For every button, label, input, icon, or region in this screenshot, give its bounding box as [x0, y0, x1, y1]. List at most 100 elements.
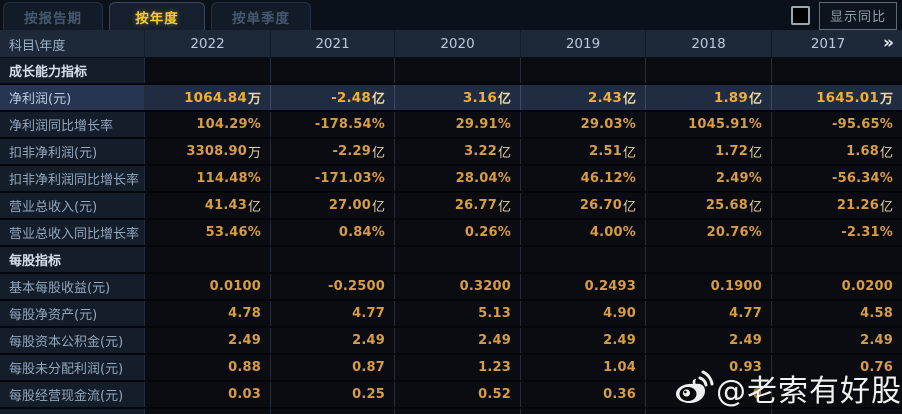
- row-label: 每股净资产(元): [0, 301, 145, 326]
- row-label: 成长能力指标: [0, 58, 145, 83]
- cell-value: 2.49: [772, 328, 902, 353]
- cell-value: 0.03: [145, 382, 271, 407]
- cell-value: 2.49: [646, 328, 772, 353]
- cell-value: [772, 58, 902, 83]
- show-yoy-label[interactable]: 显示同比: [818, 1, 897, 30]
- cell-value: [521, 247, 646, 272]
- cell-value: [772, 409, 902, 414]
- cell-value: 25.68 亿: [646, 193, 772, 218]
- cell-value: 0.0100: [145, 274, 271, 299]
- cell-value: 0.84%: [271, 220, 395, 245]
- row-label: 每股资本公积金(元): [0, 328, 145, 353]
- tab-2[interactable]: 按单季度: [211, 2, 311, 30]
- cell-value: [521, 58, 646, 83]
- table-body: 成长能力指标 净利润(元) 1064.84 万 -2.48 亿 3.16 亿 2.43 亿 1.89…: [0, 58, 902, 414]
- table-row: 净利润(元) 1064.84 万 -2.48 亿 3.16 亿 2.43 亿 1.89 亿 1645.…: [0, 85, 902, 112]
- cell-value: [271, 247, 395, 272]
- cell-value: [271, 58, 395, 83]
- table-row: 净利润同比增长率 104.29% -178.54% 29.91% 29.03% 1045.…: [0, 112, 902, 139]
- clipped-row: [0, 409, 902, 414]
- cell-value: 0.87: [271, 355, 395, 380]
- table-row: 每股资本公积金(元) 2.49 2.49 2.49 2.49 2.49 2.49: [0, 328, 902, 355]
- cell-value: 5.13: [395, 301, 521, 326]
- row-label: 基本每股收益(元): [0, 274, 145, 299]
- cell-value: 46.12%: [521, 166, 646, 191]
- year-header-2020: 2020: [395, 30, 521, 58]
- row-label: 每股指标: [0, 247, 145, 272]
- cell-value: 0.93: [646, 355, 772, 380]
- row-label: 扣非净利润(元): [0, 139, 145, 164]
- cell-value: 2.43 亿: [521, 85, 646, 110]
- cell-value: 29.03%: [521, 112, 646, 137]
- more-years-arrow-icon[interactable]: »: [883, 32, 894, 53]
- cell-value: 1.23: [395, 355, 521, 380]
- cell-value: 1.68 亿: [772, 139, 902, 164]
- row-label: 净利润(元): [0, 85, 145, 110]
- cell-value: 3.22 亿: [395, 139, 521, 164]
- cell-value: 1.72 亿: [646, 139, 772, 164]
- tab-1-active[interactable]: 按年度: [109, 2, 205, 30]
- cell-value: 3308.90 万: [145, 139, 271, 164]
- tab-0[interactable]: 按报告期: [3, 2, 103, 30]
- cell-value: 29.91%: [395, 112, 521, 137]
- cell-value: 0.3200: [395, 274, 521, 299]
- table-header-row: 科目\年度 2022 2021 2020 2019 2018 2017»: [0, 30, 902, 58]
- cell-value: 21.26 亿: [772, 193, 902, 218]
- show-yoy-checkbox[interactable]: [790, 6, 810, 25]
- section-row: 每股指标: [0, 247, 902, 274]
- cell-value: 0.25: [271, 382, 395, 407]
- table-row: 每股经营现金流(元) 0.03 0.25 0.52 0.36 0: [0, 382, 902, 409]
- row-label: [0, 409, 145, 414]
- cell-value: 2.49%: [646, 166, 772, 191]
- table-row: 营业总收入同比增长率 53.46% 0.84% 0.26% 4.00% 20.76% -2.…: [0, 220, 902, 247]
- cell-value: 0.36: [521, 382, 646, 407]
- section-row: 成长能力指标: [0, 58, 902, 85]
- cell-value: -2.31%: [772, 220, 902, 245]
- row-label: 每股未分配利润(元): [0, 355, 145, 380]
- cell-value: 2.51 亿: [521, 139, 646, 164]
- cell-value: -0.2500: [271, 274, 395, 299]
- cell-value: [646, 247, 772, 272]
- cell-value: [772, 247, 902, 272]
- row-label: 营业总收入同比增长率: [0, 220, 145, 245]
- cell-value: 4.77: [271, 301, 395, 326]
- cell-value: [271, 409, 395, 414]
- period-tabs: 按报告期 按年度 按单季度: [0, 0, 317, 30]
- cell-value: 0.52: [395, 382, 521, 407]
- cell-value: -171.03%: [271, 166, 395, 191]
- row-label: 净利润同比增长率: [0, 112, 145, 137]
- cell-value: 2.49: [271, 328, 395, 353]
- cell-value: 2.49: [145, 328, 271, 353]
- cell-value: -2.29 亿: [271, 139, 395, 164]
- cell-value: 4.78: [145, 301, 271, 326]
- year-header-2021: 2021: [271, 30, 395, 58]
- cell-value: 0: [646, 382, 772, 407]
- cell-value: 26.70 亿: [521, 193, 646, 218]
- cell-value: 0.76: [772, 355, 902, 380]
- year-header-2018: 2018: [646, 30, 772, 58]
- cell-value: 4.77: [646, 301, 772, 326]
- cell-value: [395, 58, 521, 83]
- cell-value: 2.49: [521, 328, 646, 353]
- cell-value: 4.00%: [521, 220, 646, 245]
- cell-value: 26.77 亿: [395, 193, 521, 218]
- cell-value: [145, 247, 271, 272]
- cell-value: 1045.91%: [646, 112, 772, 137]
- cell-value: 0.1900: [646, 274, 772, 299]
- cell-value: 114.48%: [145, 166, 271, 191]
- cell-value: 104.29%: [145, 112, 271, 137]
- cell-value: 28.04%: [395, 166, 521, 191]
- cell-value: 1.89 亿: [646, 85, 772, 110]
- row-label: 营业总收入(元): [0, 193, 145, 218]
- cell-value: -95.65%: [772, 112, 902, 137]
- cell-value: [395, 409, 521, 414]
- cell-value: 20.76%: [646, 220, 772, 245]
- cell-value: -56.34%: [772, 166, 902, 191]
- table-row: 每股未分配利润(元) 0.88 0.87 1.23 1.04 0.93 0.76: [0, 355, 902, 382]
- table-row: 扣非净利润同比增长率 114.48% -171.03% 28.04% 46.12% 2.4…: [0, 166, 902, 193]
- cell-value: [646, 409, 772, 414]
- year-header-2017: 2017»: [810, 32, 894, 53]
- cell-value: 0.26%: [395, 220, 521, 245]
- year-header-2022: 2022: [145, 30, 271, 58]
